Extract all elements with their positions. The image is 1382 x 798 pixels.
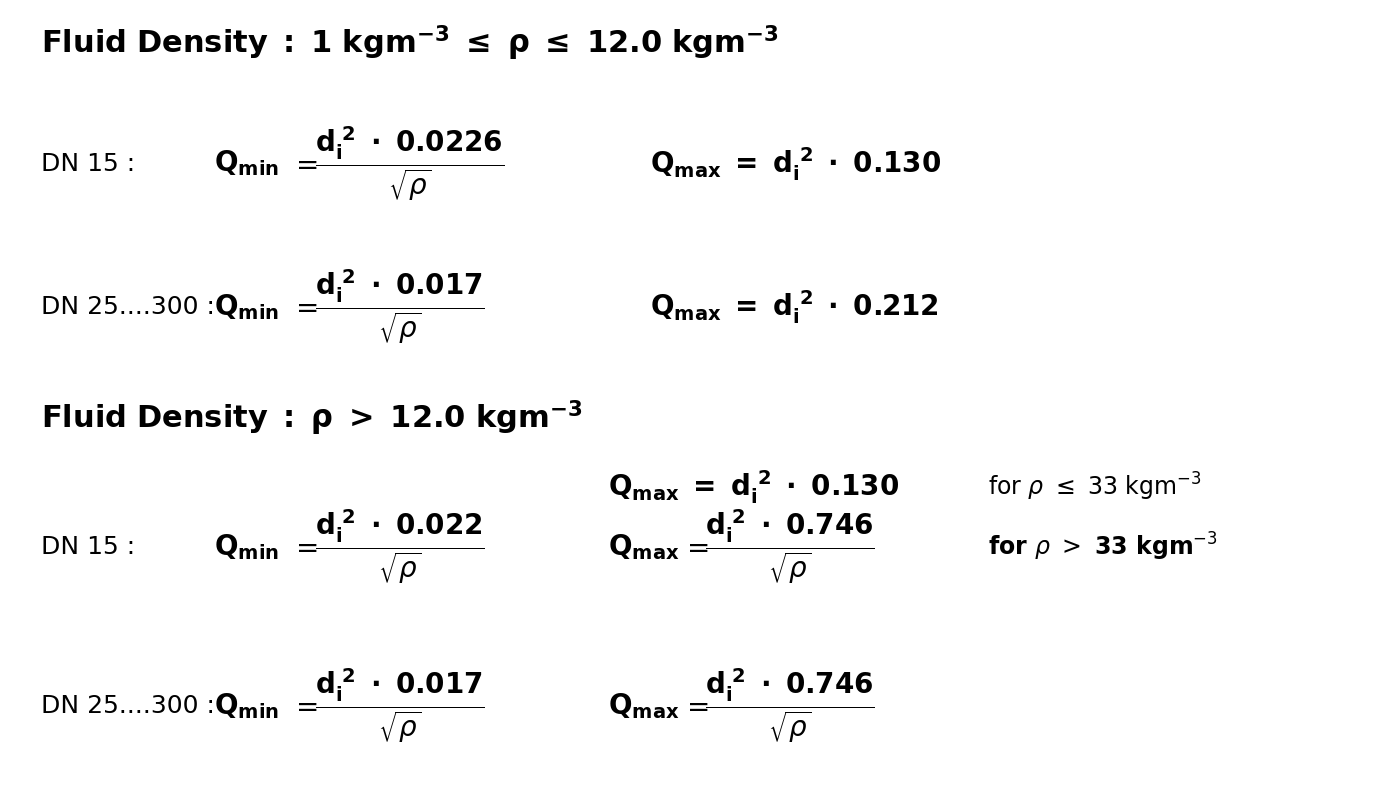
Text: $\dfrac{\mathbf{d_i^{\ 2}\ \cdot\ 0.746}}{\sqrt{\rho}}$: $\dfrac{\mathbf{d_i^{\ 2}\ \cdot\ 0.746}…: [705, 667, 875, 745]
Text: DN 25....300 :: DN 25....300 :: [41, 295, 216, 319]
Text: $\dfrac{\mathbf{d_i^{\ 2}\ \cdot\ 0.017}}{\sqrt{\rho}}$: $\dfrac{\mathbf{d_i^{\ 2}\ \cdot\ 0.017}…: [315, 268, 485, 346]
Text: DN 25....300 :: DN 25....300 :: [41, 694, 216, 718]
Text: $=$: $=$: [290, 532, 318, 561]
Text: $\dfrac{\mathbf{d_i^{\ 2}\ \cdot\ 0.017}}{\sqrt{\rho}}$: $\dfrac{\mathbf{d_i^{\ 2}\ \cdot\ 0.017}…: [315, 667, 485, 745]
Text: $\mathbf{Fluid\ Density\ :\ \rho\ >\ 12.0\ kgm^{-3}}$: $\mathbf{Fluid\ Density\ :\ \rho\ >\ 12.…: [41, 399, 583, 438]
Text: $=$: $=$: [290, 293, 318, 322]
Text: for $\rho\ >$ 33 kgm$^{-3}$: for $\rho\ >$ 33 kgm$^{-3}$: [988, 531, 1218, 563]
Text: $\dfrac{\mathbf{d_i^{\ 2}\ \cdot\ 0.746}}{\sqrt{\rho}}$: $\dfrac{\mathbf{d_i^{\ 2}\ \cdot\ 0.746}…: [705, 508, 875, 586]
Text: for $\rho\ \leq$ 33 kgm$^{-3}$: for $\rho\ \leq$ 33 kgm$^{-3}$: [988, 471, 1202, 503]
Text: $\mathbf{Q}_{\mathbf{max}}\ \mathbf{=}\ \mathbf{d_i^{\ 2}\ \bullet\ 0.130}$: $\mathbf{Q}_{\mathbf{max}}\ \mathbf{=}\ …: [650, 144, 941, 183]
Text: DN 15 :: DN 15 :: [41, 535, 135, 559]
Text: $=$: $=$: [681, 692, 709, 721]
Text: $=$: $=$: [290, 692, 318, 721]
Text: $\mathbf{Fluid\ Density\ :\ 1\ kgm^{-3}\ \leq\ \rho\ \leq\ 12.0\ kgm^{-3}}$: $\mathbf{Fluid\ Density\ :\ 1\ kgm^{-3}\…: [41, 24, 779, 63]
Text: $\mathbf{Q}_{\mathbf{min}}$: $\mathbf{Q}_{\mathbf{min}}$: [214, 531, 279, 562]
Text: $\mathbf{Q}_{\mathbf{max}}\ \mathbf{=}\ \mathbf{d_i^{\ 2}\ \bullet\ 0.130}$: $\mathbf{Q}_{\mathbf{max}}\ \mathbf{=}\ …: [608, 468, 900, 506]
Text: $\mathbf{Q}_{\mathbf{min}}$: $\mathbf{Q}_{\mathbf{min}}$: [214, 292, 279, 322]
Text: $\mathbf{Q}_{\mathbf{max}}$: $\mathbf{Q}_{\mathbf{max}}$: [608, 531, 680, 562]
Text: $\mathbf{Q}_{\mathbf{min}}$: $\mathbf{Q}_{\mathbf{min}}$: [214, 148, 279, 179]
Text: $=$: $=$: [290, 149, 318, 178]
Text: $\dfrac{\mathbf{d_i^{\ 2}\ \cdot\ 0.0226}}{\sqrt{\rho}}$: $\dfrac{\mathbf{d_i^{\ 2}\ \cdot\ 0.0226…: [315, 124, 504, 203]
Text: $\dfrac{\mathbf{d_i^{\ 2}\ \cdot\ 0.022}}{\sqrt{\rho}}$: $\dfrac{\mathbf{d_i^{\ 2}\ \cdot\ 0.022}…: [315, 508, 485, 586]
Text: $=$: $=$: [681, 532, 709, 561]
Text: DN 15 :: DN 15 :: [41, 152, 135, 176]
Text: $\mathbf{Q}_{\mathbf{min}}$: $\mathbf{Q}_{\mathbf{min}}$: [214, 691, 279, 721]
Text: $\mathbf{Q}_{\mathbf{max}}\ \mathbf{=}\ \mathbf{d_i^{\ 2}\ \bullet\ 0.212}$: $\mathbf{Q}_{\mathbf{max}}\ \mathbf{=}\ …: [650, 288, 938, 326]
Text: $\mathbf{Q}_{\mathbf{max}}$: $\mathbf{Q}_{\mathbf{max}}$: [608, 691, 680, 721]
